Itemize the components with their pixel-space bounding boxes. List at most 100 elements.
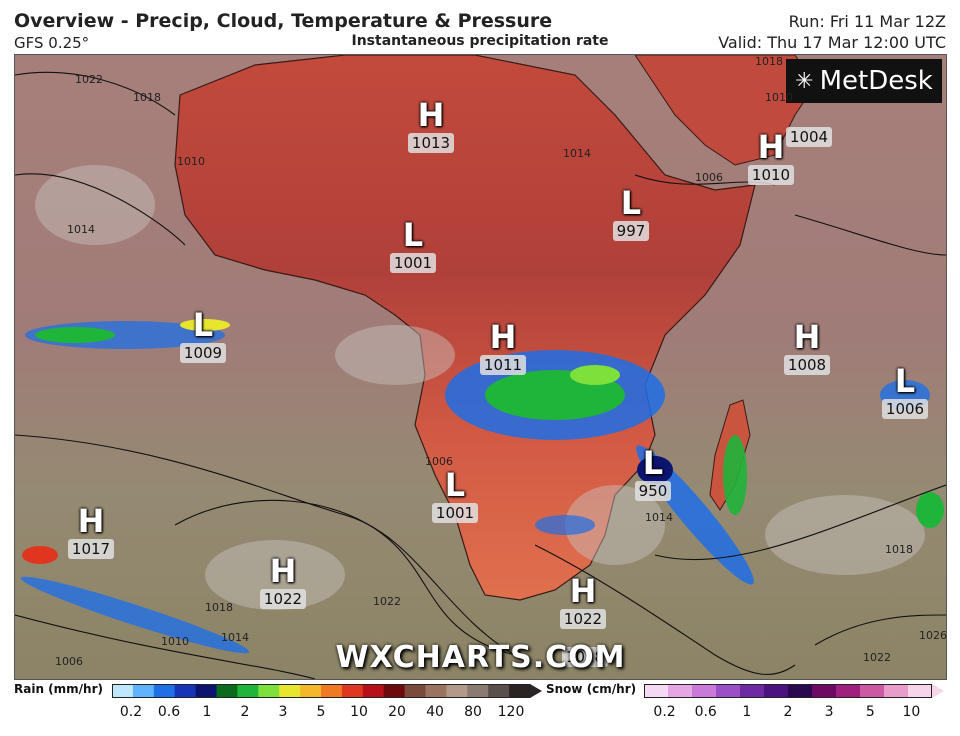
legend-tick-label: 0.2 bbox=[653, 704, 676, 720]
legend-tick-label: 1 bbox=[202, 704, 212, 720]
pressure-symbol: H bbox=[77, 502, 105, 540]
legend-tick-label: 2 bbox=[240, 704, 250, 720]
legend-swatch bbox=[216, 684, 238, 698]
legend-swatch bbox=[788, 684, 813, 698]
rain-legend-title: Rain (mm/hr) bbox=[14, 682, 103, 696]
watermark: WXCHARTS.COM bbox=[335, 640, 626, 675]
legend-swatch bbox=[812, 684, 837, 698]
snow-colorbar bbox=[644, 684, 944, 698]
legend-arrow bbox=[932, 684, 944, 698]
legend-tick-label: 80 bbox=[464, 704, 482, 720]
legend-swatch bbox=[258, 684, 280, 698]
pressure-value: 1022 bbox=[259, 589, 307, 609]
chart-title: Overview - Precip, Cloud, Temperature & … bbox=[14, 10, 553, 32]
pressure-low: L 950 bbox=[623, 447, 683, 501]
isobar-label: 1018 bbox=[205, 601, 233, 614]
isobar-label: 1018 bbox=[755, 55, 783, 68]
legend-swatch bbox=[383, 684, 406, 698]
metdesk-logo: ✳ MetDesk bbox=[786, 59, 942, 103]
isobar-label: 1014 bbox=[645, 511, 673, 524]
legend-swatch bbox=[341, 684, 364, 698]
pressure-high: H 1022 bbox=[553, 575, 613, 629]
chart-subtitle: Instantaneous precipitation rate bbox=[351, 33, 609, 49]
map-background bbox=[15, 55, 946, 679]
legend-swatch bbox=[668, 684, 693, 698]
legend-swatch bbox=[174, 684, 197, 698]
legend-tick-label: 2 bbox=[783, 704, 793, 720]
model-name: GFS 0.25° bbox=[14, 34, 90, 52]
pressure-symbol: L bbox=[444, 466, 466, 504]
pressure-symbol: L bbox=[192, 306, 214, 344]
legend-swatch bbox=[644, 684, 669, 698]
isobar-label: 1018 bbox=[885, 543, 913, 556]
isobar-label: 1010 bbox=[161, 635, 189, 648]
snow-legend-title: Snow (cm/hr) bbox=[546, 682, 637, 696]
legend-swatch bbox=[153, 684, 176, 698]
legend-tick-label: 10 bbox=[902, 704, 921, 720]
pressure-high: H 1022 bbox=[253, 555, 313, 609]
pressure-high: H 1010 bbox=[741, 131, 801, 185]
legend-arrow bbox=[530, 684, 542, 698]
legend-swatch bbox=[884, 684, 909, 698]
pressure-low: L 1009 bbox=[173, 309, 233, 363]
metdesk-logo-icon: ✳ bbox=[795, 68, 814, 94]
legend-tick-label: 3 bbox=[824, 704, 834, 720]
isobar-label: 1006 bbox=[695, 171, 723, 184]
pressure-high: H 1008 bbox=[777, 321, 837, 375]
isobar-label: 1006 bbox=[425, 455, 453, 468]
legend-swatch bbox=[425, 684, 447, 698]
pressure-symbol: H bbox=[793, 318, 821, 356]
pressure-symbol: L bbox=[642, 444, 664, 482]
pressure-low: L 1001 bbox=[425, 469, 485, 523]
legend-tick-label: 120 bbox=[497, 704, 525, 720]
legend-tick-label: 5 bbox=[316, 704, 326, 720]
legend-swatch bbox=[467, 684, 489, 698]
pressure-high: H 1017 bbox=[61, 505, 121, 559]
pressure-value: 1018 bbox=[561, 647, 609, 667]
pressure-low: L 1018 bbox=[555, 625, 615, 667]
isobar-label: 1022 bbox=[373, 595, 401, 608]
pressure-value: 1017 bbox=[67, 539, 115, 559]
legend-swatch bbox=[836, 684, 861, 698]
pressure-value: 1001 bbox=[431, 503, 479, 523]
valid-time: Valid: Thu 17 Mar 12:00 UTC bbox=[718, 33, 946, 52]
metdesk-logo-text: MetDesk bbox=[819, 66, 933, 96]
pressure-value: 950 bbox=[634, 481, 672, 501]
rain-colorbar bbox=[112, 684, 542, 698]
legend-tick-label: 0.6 bbox=[694, 704, 717, 720]
pressure-symbol: L bbox=[620, 184, 642, 222]
pressure-value: 997 bbox=[612, 221, 650, 241]
legend-swatch bbox=[509, 684, 531, 698]
africa-landmass bbox=[174, 55, 756, 601]
legend-tick-label: 0.2 bbox=[119, 704, 143, 720]
legend-swatch bbox=[860, 684, 885, 698]
legend-tick-label: 3 bbox=[278, 704, 288, 720]
isobar-label: 1014 bbox=[563, 147, 591, 160]
legend-swatch bbox=[237, 684, 259, 698]
legend-swatch bbox=[740, 684, 765, 698]
pressure-low: L 1001 bbox=[383, 219, 443, 273]
isobar-label: 1010 bbox=[765, 91, 793, 104]
run-time: Run: Fri 11 Mar 12Z bbox=[788, 12, 946, 31]
weather-map: ✳ MetDesk 1022 1018 1014 1010 1006 1014 … bbox=[14, 54, 947, 680]
isobar-label: 1018 bbox=[133, 91, 161, 104]
legend-tick-label: 10 bbox=[350, 704, 368, 720]
legend-swatch bbox=[112, 684, 134, 698]
pressure-value: 1010 bbox=[747, 165, 795, 185]
pressure-symbol: H bbox=[489, 318, 517, 356]
pressure-value: 1009 bbox=[179, 343, 227, 363]
pressure-value: 1001 bbox=[389, 253, 437, 273]
isobar-label: 1014 bbox=[67, 223, 95, 236]
isobar-label: 1006 bbox=[55, 655, 83, 668]
legend-swatch bbox=[488, 684, 510, 698]
legend-tick-label: 5 bbox=[865, 704, 875, 720]
pressure-high: H 1011 bbox=[473, 321, 533, 375]
isobar-label: 1026 bbox=[919, 629, 947, 642]
isobar-label: 1022 bbox=[863, 651, 891, 664]
pressure-value: 1006 bbox=[881, 399, 929, 419]
legend-swatch bbox=[692, 684, 717, 698]
legend-swatch bbox=[132, 684, 155, 698]
isobar-label: 1010 bbox=[177, 155, 205, 168]
pressure-high: H 1013 bbox=[401, 99, 461, 153]
pressure-symbol: H bbox=[569, 572, 597, 610]
